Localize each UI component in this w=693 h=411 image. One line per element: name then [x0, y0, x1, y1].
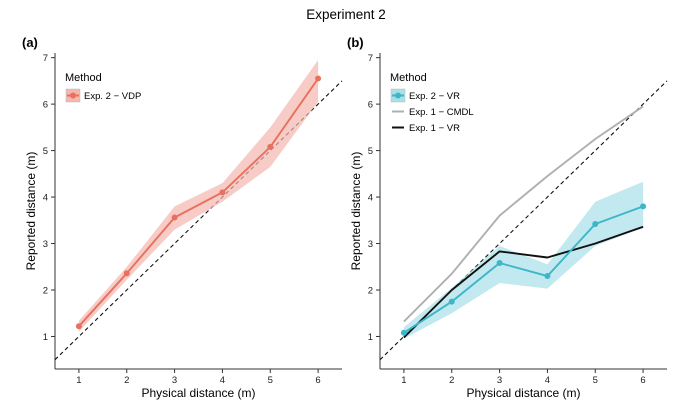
series-line-0: [78, 78, 319, 327]
x-tick-label: 5: [593, 375, 598, 386]
y-tick-label: 7: [43, 53, 48, 64]
legend-item: Exp. 2 − VDP: [65, 88, 141, 103]
panel-tag: (b): [347, 35, 364, 50]
x-tick-label: 6: [640, 375, 645, 386]
y-tick-label: 3: [368, 239, 373, 250]
data-point: [640, 203, 647, 210]
y-tick-label: 6: [43, 100, 48, 111]
data-point: [544, 273, 551, 280]
y-tick-label: 5: [368, 146, 373, 157]
legend-label: Exp. 1 − VR: [409, 123, 460, 134]
x-tick-label: 2: [124, 375, 129, 386]
x-tick-label: 3: [497, 375, 502, 386]
identity-reference-line: [54, 80, 343, 361]
x-axis-title: Physical distance (m): [466, 386, 580, 400]
legend-label: Exp. 1 − CMDL: [409, 107, 474, 118]
chart-panel-1: 1 2 3 4 5 6 1 2 3 4 5 6 7 Physical distance (m) Report…: [347, 35, 668, 400]
data-point: [592, 221, 599, 228]
y-tick-label: 5: [43, 146, 48, 157]
y-tick-label: 3: [43, 239, 48, 250]
confidence-band-0: [78, 60, 319, 332]
y-tick-label: 2: [368, 286, 373, 297]
data-point: [496, 260, 503, 267]
legend-key-marker: [70, 92, 76, 99]
y-tick-label: 4: [43, 193, 48, 204]
series-line-0: [403, 205, 644, 334]
figure-title: Experiment 2: [306, 7, 386, 22]
y-tick-label: 4: [368, 193, 373, 204]
panel-tag: (a): [22, 35, 38, 50]
x-tick-label: 1: [76, 375, 81, 386]
y-axis-title: Reported distance (m): [24, 152, 38, 271]
y-axis-title: Reported distance (m): [349, 152, 363, 271]
chart-panel-0: 1 2 3 4 5 6 1 2 3 4 5 6 7 Physical distance (m) Report…: [22, 35, 343, 400]
y-tick-label: 6: [368, 100, 373, 111]
legend-label: Exp. 2 − VDP: [84, 91, 141, 102]
data-point: [400, 329, 407, 336]
y-tick-label: 1: [43, 332, 48, 343]
legend-label: Exp. 2 − VR: [409, 91, 460, 102]
legend-item: Exp. 1 − VR: [392, 123, 460, 134]
data-point: [171, 214, 178, 221]
data-point: [315, 75, 322, 82]
y-tick-label: 1: [368, 332, 373, 343]
series-line-2: [403, 225, 644, 339]
x-axis-title: Physical distance (m): [141, 386, 255, 400]
x-tick-label: 1: [401, 375, 406, 386]
data-point: [123, 270, 130, 277]
legend-item: Exp. 1 − CMDL: [392, 107, 474, 118]
data-point: [75, 323, 82, 330]
x-tick-label: 6: [315, 375, 320, 386]
legend-title: Method: [390, 72, 427, 84]
x-tick-label: 4: [545, 375, 550, 386]
y-tick-label: 7: [368, 53, 373, 64]
data-point: [267, 143, 274, 150]
series-line-1: [403, 105, 644, 323]
data-point: [219, 189, 226, 196]
x-tick-label: 2: [449, 375, 454, 386]
legend-key-marker: [395, 92, 401, 99]
x-tick-label: 3: [172, 375, 177, 386]
legend-item: Exp. 2 − VR: [390, 88, 460, 103]
x-tick-label: 5: [268, 375, 273, 386]
x-tick-label: 4: [220, 375, 225, 386]
data-point: [448, 298, 455, 305]
y-tick-label: 2: [43, 286, 48, 297]
confidence-band-0: [403, 181, 644, 339]
legend-title: Method: [65, 72, 102, 84]
